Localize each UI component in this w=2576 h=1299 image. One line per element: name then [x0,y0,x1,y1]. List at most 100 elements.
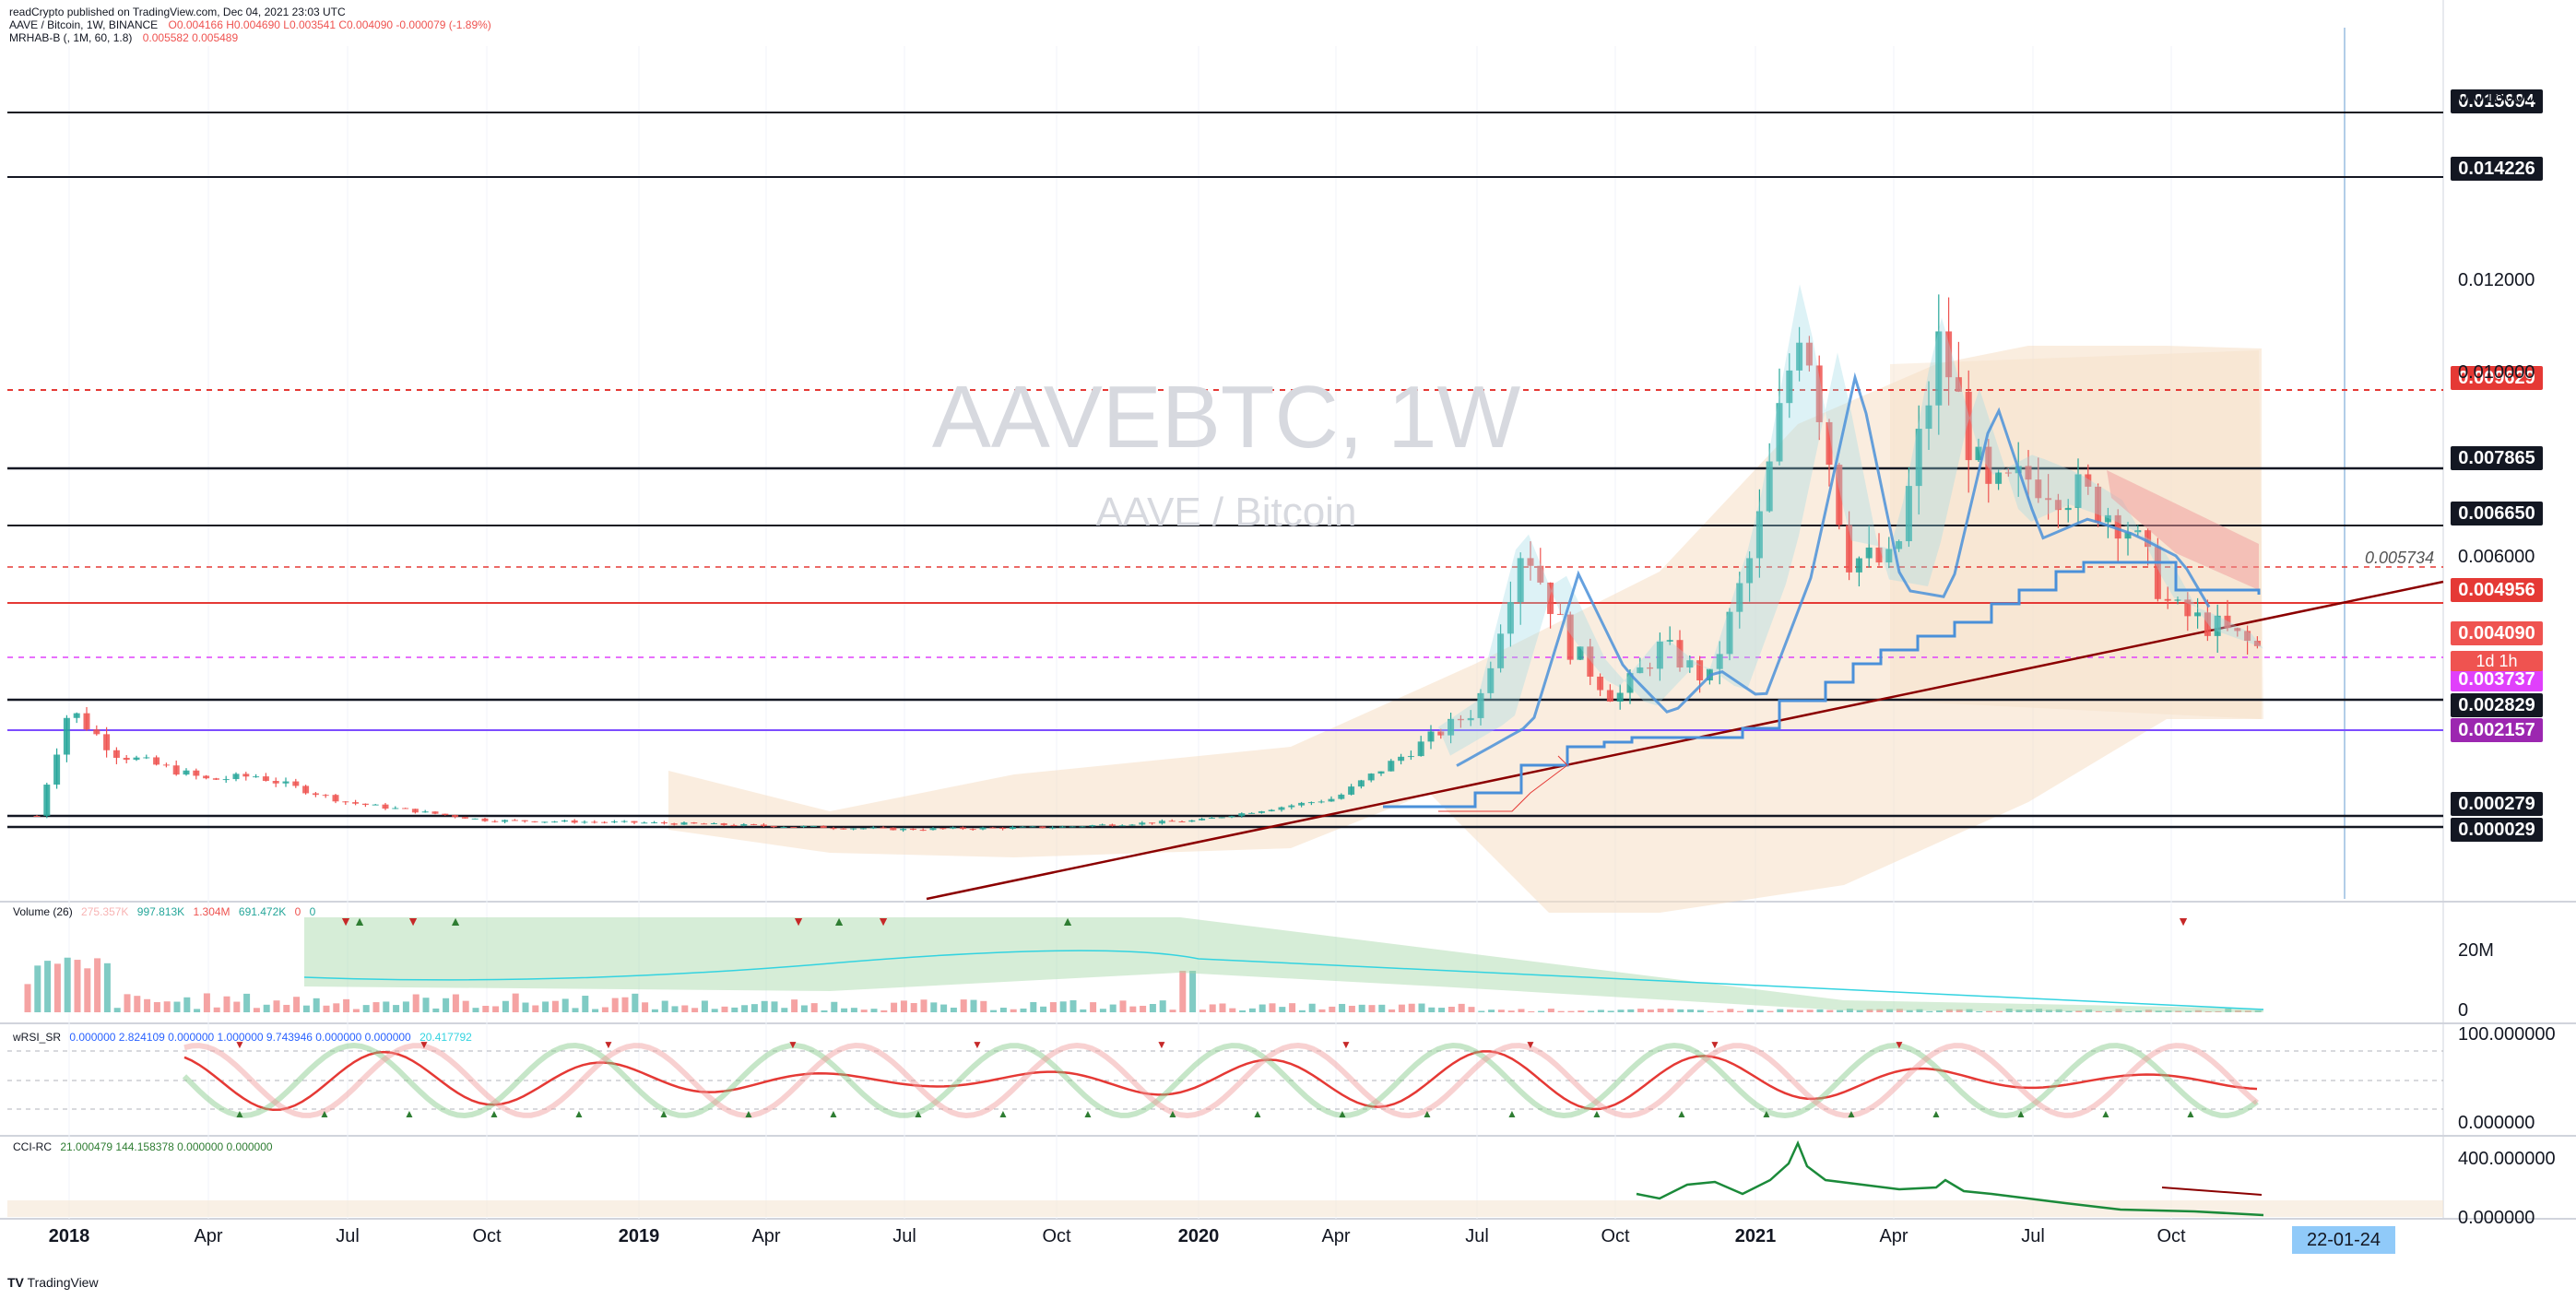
x-tick-4: 2019 [618,1226,660,1246]
volume-bar [1189,971,1197,1012]
volume-bar [1936,1010,1944,1012]
main-legend-symbol: AAVE / Bitcoin, 1W, BINANCE [9,18,159,31]
candle-body [1318,801,1325,803]
volume-bar [1767,1010,1774,1012]
candle-body [232,773,240,780]
candle-body [1448,718,1455,736]
candle-body [760,824,767,826]
volume-bar [741,1005,749,1012]
volume-bar [1567,1010,1575,1012]
crosshair-date-text: 22-01-24 [2306,1230,2381,1250]
candle-body [1099,824,1106,826]
volume-signal-6: ▼ [877,914,890,928]
candle-body [1248,812,1256,814]
candle-body [1199,818,1206,821]
volume-bar [452,994,459,1012]
price-tag-5: 0.004956 [2451,578,2543,602]
tradingview-footer: TV TradingView [7,1275,99,1290]
volume-bar [1727,1009,1734,1012]
volume-bar [1219,1003,1226,1012]
cci-legend-values: 21.000479 144.158378 0.000000 0.000000 [60,1140,273,1153]
candle-body [1965,391,1972,461]
candle-body [1766,461,1773,512]
x-tick-11: Oct [1601,1226,1630,1246]
volume-bar [323,1005,330,1012]
candle-body [1128,824,1136,826]
volume-bar [203,993,210,1012]
candle-body [1676,640,1684,668]
volume-bar [432,1008,440,1012]
candle-body [193,770,200,776]
candle-body [1945,331,1953,378]
x-tick-12: 2021 [1734,1226,1777,1246]
volume-bar [561,998,569,1012]
candle-body [790,826,798,828]
candle-body [1547,582,1554,614]
rsi-buy-mark: ▲ [1252,1107,1263,1120]
volume-bar [691,1008,699,1012]
candle-body [222,779,230,781]
volume-bar [800,1005,808,1012]
volume-bar [1588,1010,1595,1012]
volume-legend-v4: 691.472K [238,905,287,918]
x-tick-13: Apr [1879,1226,1908,1246]
volume-bar [831,1001,838,1012]
volume-bar [750,1004,758,1012]
candle-body [93,729,100,735]
volume-bar [1398,1004,1405,1012]
volume-bar [651,1009,658,1012]
volume-bar [333,1003,340,1012]
candle-body [1407,756,1414,758]
crosshair-date-label: 22-01-24 [2292,1226,2395,1254]
candle-body [770,825,777,828]
rsi-sell-mark: ▼ [234,1038,245,1051]
volume-bar [2135,1010,2143,1012]
candle-body [1328,798,1335,802]
volume-bar [701,1000,708,1012]
candle-body [2114,514,2121,539]
volume-bar [731,1007,739,1012]
candle-body [531,821,538,822]
volume-legend: Volume (26) 275.357K 997.813K 1.304M 691… [13,905,321,918]
candle-body [1836,465,1843,526]
candle-body [620,821,628,822]
candle-body [880,827,887,829]
candle-body [1208,817,1215,819]
volume-bar [1945,1009,1953,1012]
volume-bar [1806,1010,1814,1012]
volume-bar [2005,1009,2013,1012]
volume-bar [194,1009,201,1012]
price-tag-2: 0.009629 [2451,366,2543,390]
volume-bar [2115,1009,2122,1012]
volume-bar [1169,1010,1176,1012]
volume-bar [1149,1004,1156,1012]
candle-body [33,815,41,817]
candle-body [1497,633,1505,668]
rsi-red-band [183,1042,2259,1119]
candle-body [1069,826,1076,828]
volume-bar [84,968,91,1012]
candle-body [53,754,61,785]
volume-bar [173,1001,181,1012]
candle-body [750,823,758,825]
candle-body [800,826,808,828]
rsi-line [183,1050,2258,1112]
volume-bar [372,1002,380,1012]
candle-body [43,785,51,817]
y-tick-1: 0.012000 [2458,270,2535,290]
volume-signal-7: ▲ [1061,914,1074,928]
candle-body [302,785,310,794]
volume-bar [343,998,350,1012]
candle-body [491,821,499,822]
volume-bar [1080,1009,1087,1012]
volume-bar [1876,1009,1884,1012]
volume-bar [443,998,450,1012]
volume-bar [2045,1010,2052,1012]
volume-bar [1796,1010,1803,1012]
candle-body [1647,667,1654,669]
candle-body [312,793,319,796]
volume-ma-band [304,917,2263,1012]
candle-body [382,804,389,809]
